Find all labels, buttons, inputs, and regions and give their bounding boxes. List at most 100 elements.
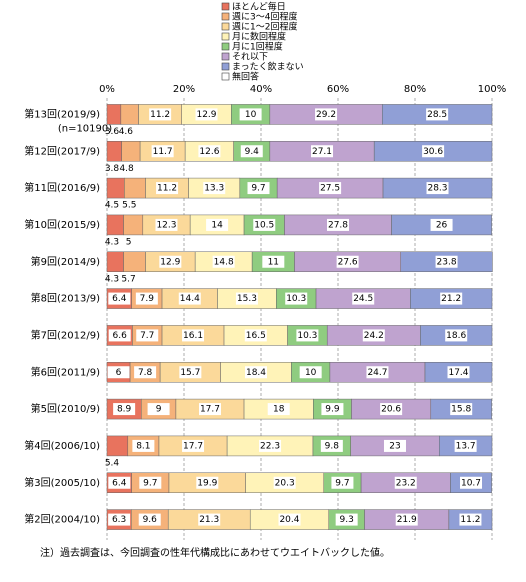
value-label: 20.6 (381, 405, 401, 415)
label-box (430, 218, 453, 231)
bar-segment (106, 435, 129, 457)
value-label: 14 (211, 220, 223, 230)
label-box (267, 403, 290, 416)
value-label: 6.4 (112, 478, 127, 488)
label-box (179, 366, 202, 379)
label-box (107, 366, 130, 379)
legend-swatch (221, 62, 230, 71)
label-box (440, 292, 463, 305)
value-label: 17.7 (200, 405, 220, 415)
value-label: 11 (268, 257, 279, 267)
label-box (262, 255, 285, 268)
legend-label: 月に1回程度 (232, 41, 283, 53)
category-label: 第10回(2015/9) (24, 218, 100, 231)
value-label: 11.7 (153, 147, 173, 157)
label-box (311, 145, 334, 158)
value-label: 9.8 (325, 441, 340, 451)
value-label: 7.9 (140, 294, 155, 304)
legend-label: まったく飲まない (232, 61, 304, 73)
bar-segment (120, 104, 139, 125)
label-box (135, 292, 158, 305)
value-label: 5.5 (122, 201, 136, 211)
value-label: 9.9 (325, 405, 340, 415)
legend-swatch (221, 52, 230, 61)
label-box (212, 255, 235, 268)
value-label: 3.6 (105, 127, 120, 137)
value-label: 21.9 (397, 515, 417, 525)
bar-segment (106, 177, 125, 199)
value-label: 10 (305, 368, 317, 378)
label-box (315, 108, 338, 121)
value-label: 18 (273, 405, 285, 415)
legend-label: 週に3～4回程度 (232, 11, 297, 23)
label-box (134, 366, 157, 379)
value-label: 3.8 (105, 164, 120, 174)
value-label: 10.3 (286, 294, 306, 304)
value-label: 28.3 (427, 184, 447, 194)
value-label: 15.7 (180, 368, 200, 378)
value-label: 30.6 (423, 147, 443, 157)
x-tick-label: 100% (478, 84, 507, 95)
label-box (459, 513, 482, 526)
label-box (450, 403, 473, 416)
label-box (139, 476, 162, 489)
label-box (113, 403, 136, 416)
label-box (108, 292, 131, 305)
value-label: 23 (389, 441, 400, 451)
value-label: 27.1 (312, 147, 332, 157)
value-label: 7.8 (138, 368, 153, 378)
legend-label: 週に1～2回程度 (232, 21, 297, 33)
legend-label: ほとんど毎日 (232, 1, 286, 13)
label-box (203, 182, 226, 195)
label-box (147, 403, 170, 416)
value-label: 24.7 (367, 368, 387, 378)
value-label: 23.2 (396, 478, 416, 488)
value-label: 6.3 (112, 515, 126, 525)
label-box (155, 218, 178, 231)
value-label: 15.3 (237, 294, 257, 304)
value-label: 24.2 (364, 331, 384, 341)
value-label: 12.9 (196, 110, 216, 120)
legend-label: 無回答 (232, 71, 259, 83)
label-box (422, 145, 445, 158)
bar-segment (124, 177, 146, 199)
label-box (299, 366, 322, 379)
legend-swatch (221, 2, 230, 11)
legend-swatch (221, 72, 230, 81)
value-label: 4.3 (105, 237, 119, 247)
label-box (336, 255, 359, 268)
value-label: 10.7 (461, 478, 481, 488)
value-label: 14.4 (180, 294, 200, 304)
label-box (138, 513, 161, 526)
value-label: 27.5 (320, 184, 340, 194)
label-box (454, 439, 477, 452)
value-label: 4.5 (105, 201, 119, 211)
value-label: 17.4 (448, 368, 468, 378)
category-label: 第8回(2013/9) (31, 292, 100, 305)
legend-swatch (221, 12, 230, 21)
value-label: 17.7 (183, 441, 203, 451)
label-box (426, 182, 449, 195)
label-box (253, 218, 276, 231)
value-label: 21.2 (441, 294, 461, 304)
value-label: 9.3 (339, 515, 353, 525)
bar-segment (106, 104, 122, 125)
label-box (132, 439, 155, 452)
bar-segment (123, 251, 146, 272)
label-box (239, 108, 262, 121)
value-label: 21.3 (199, 515, 219, 525)
value-label: 9.4 (245, 147, 260, 157)
label-box (380, 403, 403, 416)
legend-swatch (221, 32, 230, 41)
category-label: 第11回(2016/9) (24, 181, 100, 194)
value-label: 20.3 (275, 478, 295, 488)
label-box (198, 403, 221, 416)
label-box (278, 513, 301, 526)
x-tick-label: 40% (250, 84, 272, 95)
value-label: 9.6 (143, 515, 158, 525)
value-label: 29.2 (316, 110, 336, 120)
legend-swatch (221, 42, 230, 51)
value-label: 23.8 (437, 257, 457, 267)
value-label: 20.4 (279, 515, 299, 525)
